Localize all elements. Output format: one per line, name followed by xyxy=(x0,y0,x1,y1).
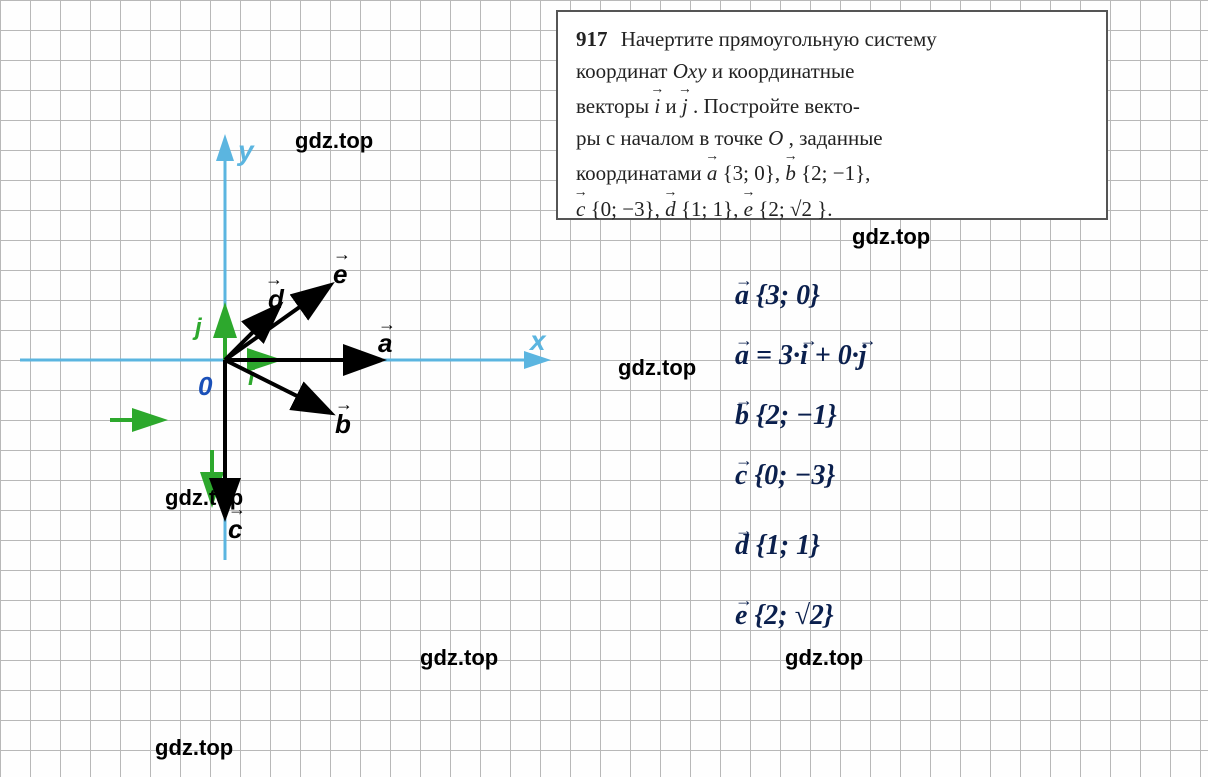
problem-line4b: , заданные xyxy=(789,126,883,150)
problem-vb-c: {2; −1}, xyxy=(801,161,870,185)
y-axis-label: y xyxy=(236,135,255,166)
vector-b xyxy=(225,360,325,410)
problem-ve-c: {2; √2 }. xyxy=(758,197,832,221)
vec-e-label: e xyxy=(333,259,347,289)
problem-pt-o: O xyxy=(768,126,783,150)
problem-vc-c: {0; −3}, xyxy=(591,197,660,221)
problem-box: 917 Начертите прямоугольную систему коор… xyxy=(556,10,1108,220)
unit-i-label: i xyxy=(248,364,256,391)
vec-c-label: c xyxy=(228,514,243,544)
problem-vec-i: i xyxy=(654,87,660,123)
problem-line1: Начертите прямоугольную систему xyxy=(621,27,937,51)
problem-line3c: . Постройте векто- xyxy=(693,94,860,118)
problem-vd-c: {1; 1}, xyxy=(681,197,739,221)
annotation-3: b {2; −1} xyxy=(735,400,837,432)
problem-vd: d xyxy=(665,190,676,226)
problem-line4a: ры с началом в точке xyxy=(576,126,763,150)
annotation-2: a = 3·i + 0·j xyxy=(735,340,867,372)
origin-label: 0 xyxy=(198,371,213,401)
problem-ve: e xyxy=(744,190,753,226)
annotation-4: c {0; −3} xyxy=(735,460,835,492)
problem-line2b: и координатные xyxy=(712,59,855,83)
x-axis-label: x xyxy=(528,325,547,356)
problem-number: 917 xyxy=(576,27,608,51)
vec-a-label: a xyxy=(378,328,392,358)
annotation-5: d {1; 1} xyxy=(735,530,820,562)
problem-va: a xyxy=(707,154,718,190)
annotation-6: e {2; √2} xyxy=(735,600,834,632)
problem-vb: b xyxy=(785,154,796,190)
vec-d-label: d xyxy=(268,284,285,314)
problem-line3b: и xyxy=(665,94,676,118)
problem-vec-j: j xyxy=(682,87,688,123)
unit-j-label: j xyxy=(192,314,203,341)
annotation-1: a {3; 0} xyxy=(735,280,820,312)
vec-b-label: b xyxy=(335,409,351,439)
coordinate-system: x y 0 i j → a → b → c → d → e xyxy=(0,110,600,610)
